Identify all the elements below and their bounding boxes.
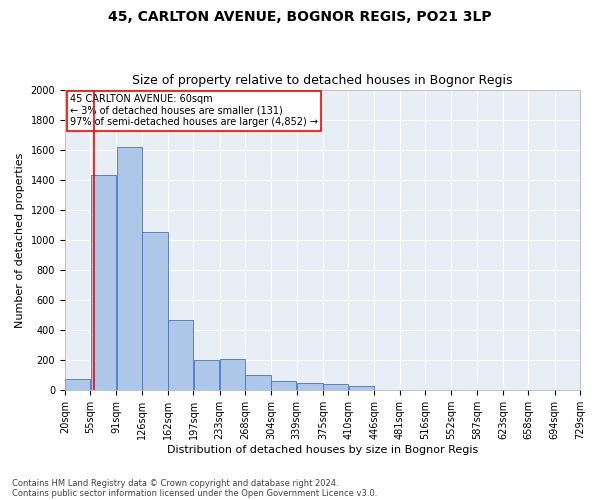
Bar <box>297 382 323 390</box>
Text: 45, CARLTON AVENUE, BOGNOR REGIS, PO21 3LP: 45, CARLTON AVENUE, BOGNOR REGIS, PO21 3… <box>108 10 492 24</box>
Text: Contains HM Land Registry data © Crown copyright and database right 2024.: Contains HM Land Registry data © Crown c… <box>12 478 338 488</box>
Bar <box>169 320 193 390</box>
Bar <box>194 360 220 390</box>
Bar <box>142 232 168 390</box>
Text: Contains public sector information licensed under the Open Government Licence v3: Contains public sector information licen… <box>12 488 377 498</box>
Bar <box>65 379 90 390</box>
Title: Size of property relative to detached houses in Bognor Regis: Size of property relative to detached ho… <box>132 74 513 87</box>
Y-axis label: Number of detached properties: Number of detached properties <box>15 152 25 328</box>
Bar <box>349 386 374 390</box>
X-axis label: Distribution of detached houses by size in Bognor Regis: Distribution of detached houses by size … <box>167 445 478 455</box>
Bar <box>245 375 271 390</box>
Bar <box>271 381 296 390</box>
Text: 45 CARLTON AVENUE: 60sqm
← 3% of detached houses are smaller (131)
97% of semi-d: 45 CARLTON AVENUE: 60sqm ← 3% of detache… <box>70 94 318 128</box>
Bar <box>323 384 348 390</box>
Bar <box>220 360 245 390</box>
Bar <box>117 146 142 390</box>
Bar <box>91 175 116 390</box>
